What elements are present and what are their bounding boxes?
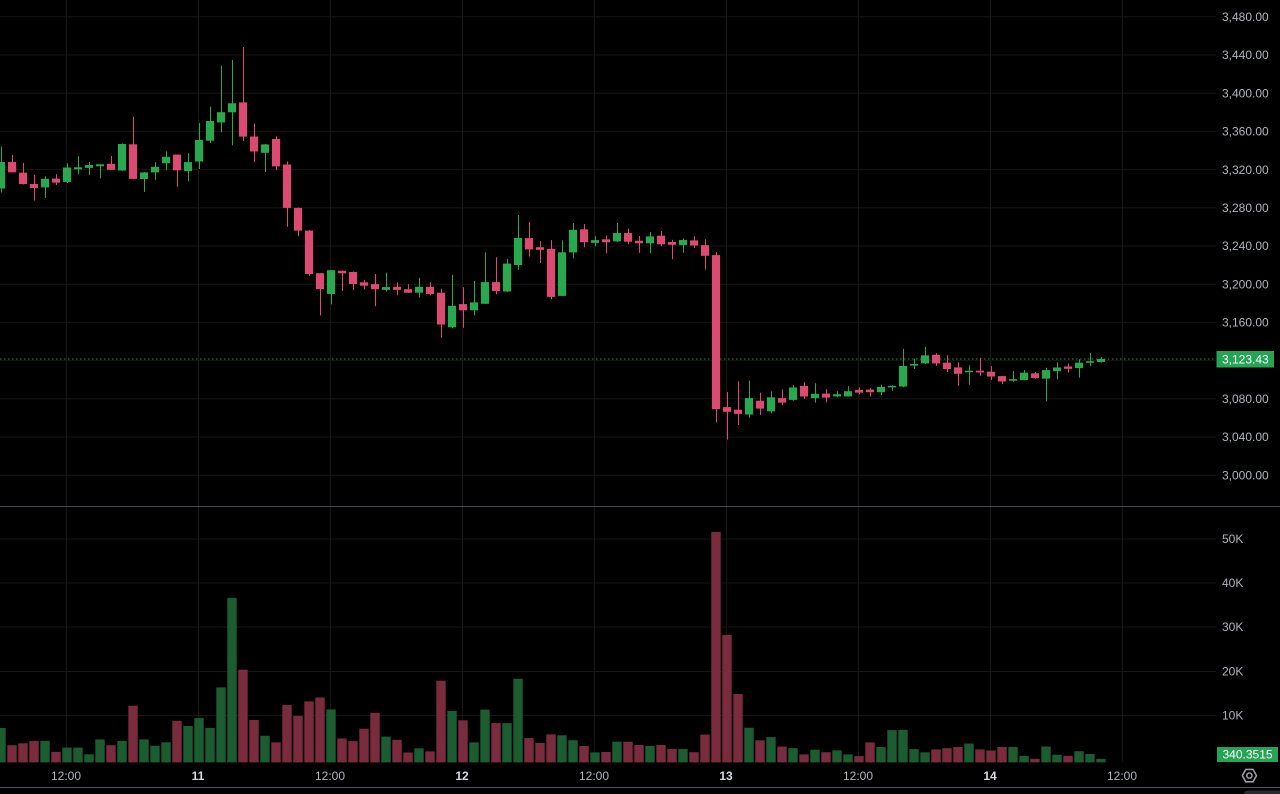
svg-text:20K: 20K: [1222, 665, 1243, 679]
svg-text:30K: 30K: [1222, 620, 1243, 634]
svg-text:3,123.43: 3,123.43: [1222, 352, 1269, 366]
svg-text:40K: 40K: [1222, 576, 1243, 590]
svg-text:10K: 10K: [1222, 709, 1243, 723]
svg-text:11: 11: [192, 769, 205, 783]
svg-text:13: 13: [719, 769, 733, 783]
svg-text:3,360.00: 3,360.00: [1222, 125, 1269, 139]
svg-text:12:00: 12:00: [1107, 769, 1137, 783]
svg-text:3,240.00: 3,240.00: [1222, 239, 1269, 253]
svg-text:12:00: 12:00: [843, 769, 873, 783]
svg-text:12:00: 12:00: [579, 769, 609, 783]
svg-text:3,480.00: 3,480.00: [1222, 10, 1269, 24]
svg-text:3,320.00: 3,320.00: [1222, 163, 1269, 177]
svg-text:12: 12: [455, 769, 469, 783]
svg-text:3,440.00: 3,440.00: [1222, 48, 1269, 62]
svg-text:3,280.00: 3,280.00: [1222, 201, 1269, 215]
svg-text:12:00: 12:00: [51, 769, 81, 783]
svg-text:3,400.00: 3,400.00: [1222, 86, 1269, 100]
svg-text:50K: 50K: [1222, 532, 1243, 546]
svg-text:3,200.00: 3,200.00: [1222, 277, 1269, 291]
svg-text:3,040.00: 3,040.00: [1222, 430, 1269, 444]
svg-text:14: 14: [983, 769, 997, 783]
svg-text:340.3515: 340.3515: [1223, 748, 1273, 762]
svg-text:3,160.00: 3,160.00: [1222, 316, 1269, 330]
svg-text:3,000.00: 3,000.00: [1222, 468, 1269, 482]
svg-text:12:00: 12:00: [315, 769, 345, 783]
svg-text:3,080.00: 3,080.00: [1222, 392, 1269, 406]
